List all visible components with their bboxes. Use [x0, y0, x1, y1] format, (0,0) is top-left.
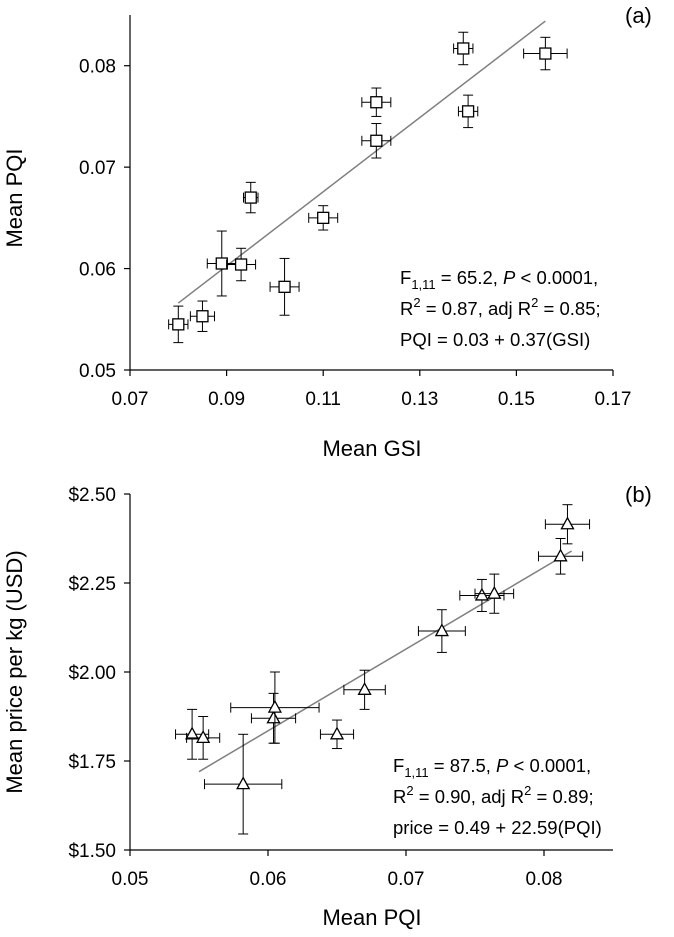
panel-b-data-point: [175, 708, 210, 760]
panel-b-data-point: [537, 538, 584, 575]
panel-a-y-tick-label: 0.05: [79, 361, 116, 382]
panel-b-y-tick-label: $2.00: [68, 663, 116, 684]
panel-b-stats-line1: F1,11 = 87.5, P < 0.0001,: [393, 755, 591, 780]
panel-b-y-tick-label: $2.25: [68, 574, 116, 595]
panel-a: 0.07 0.09 0.11 0.13 0.15 0.17 0.05 0.06 0.07 0.08…: [2, 3, 652, 461]
panel-b-x-axis-title: Mean PQI: [322, 905, 421, 930]
panel-a-x-tick-label: 0.13: [401, 389, 438, 410]
panel-b-data-point: [474, 573, 515, 614]
panel-a-data-point: [168, 305, 189, 344]
panel-a-stats-line1: F1,11 = 65.2, P < 0.0001,: [400, 267, 598, 292]
panel-a-x-axis-title: Mean GSI: [322, 436, 421, 461]
panel-b-triangle-marker: [196, 730, 211, 744]
panel-b-triangle-marker: [266, 710, 281, 724]
panel-b-data-point: [186, 716, 221, 760]
panel-b-x-tick-label: 0.08: [526, 869, 563, 890]
panel-b-triangle-marker: [487, 585, 502, 599]
panel-b-data-point: [250, 692, 297, 744]
panel-b-triangle-marker: [329, 726, 345, 740]
panel-a-square-marker: [215, 257, 228, 270]
panel-b-y-tick-label: $1.50: [68, 841, 116, 862]
panel-b-data-point: [319, 719, 355, 750]
panel-a-square-marker: [370, 96, 383, 109]
panel-b-data-point: [417, 609, 466, 653]
panel-a-stats-line3: PQI = 0.03 + 0.37(GSI): [400, 329, 590, 350]
panel-a-x-tick-label: 0.17: [595, 389, 632, 410]
panel-b: 0.05 0.06 0.07 0.08 $1.50 $1.75 $2.00 $2.25 $2.5…: [2, 482, 652, 930]
panel-a-y-tick-label: 0.06: [79, 260, 116, 281]
panel-a-trendline: [177, 20, 546, 304]
panel-a-square-marker: [457, 42, 470, 55]
panel-b-data-point: [544, 504, 591, 545]
panel-b-y-tick-label: $2.50: [68, 485, 116, 506]
panel-a-square-marker: [172, 318, 185, 331]
panel-a-square-marker: [278, 280, 291, 293]
panel-a-x-tick-label: 0.09: [208, 389, 245, 410]
panel-a-data-point: [243, 181, 259, 214]
panel-b-triangle-marker: [236, 776, 251, 790]
panel-a-data-point: [206, 230, 237, 297]
panel-a-y-tick-label: 0.07: [79, 158, 116, 179]
panel-a-square-marker: [539, 47, 552, 60]
panel-b-triangle-marker: [357, 681, 372, 695]
panel-b-triangle-marker: [185, 726, 200, 740]
panel-a-square-marker: [461, 105, 475, 118]
panel-a-data-point: [523, 36, 568, 71]
panel-a-data-point: [457, 94, 479, 129]
panel-a-data-point: [361, 87, 392, 117]
panel-b-data-point: [343, 669, 386, 710]
panel-b-triangle-marker: [267, 699, 282, 713]
panel-a-label: (a): [625, 3, 652, 28]
panel-b-stats-line2: R2 = 0.90, adj R2 = 0.89;: [393, 783, 594, 807]
panel-a-data-point: [189, 300, 216, 332]
panel-a-data-point: [453, 31, 474, 66]
panel-a-y-axis-title: Mean PQI: [2, 148, 27, 247]
panel-b-stats-line3: price = 0.49 + 22.59(PQI): [393, 817, 602, 838]
panel-b-triangle-marker: [474, 587, 489, 601]
panel-b-data-point: [204, 733, 283, 835]
panel-b-x-tick-label: 0.05: [112, 869, 149, 890]
panel-a-square-marker: [317, 211, 330, 225]
panel-a-data-point: [361, 123, 392, 159]
panel-b-y-tick-label: $1.75: [68, 752, 116, 773]
panel-a-x-tick-label: 0.07: [112, 389, 149, 410]
panel-b-x-tick-label: 0.06: [250, 869, 287, 890]
panel-a-stats-line2: R2 = 0.87, adj R2 = 0.85;: [400, 295, 601, 319]
panel-b-trendline: [198, 550, 572, 773]
panel-a-data-point: [226, 247, 257, 282]
panel-b-triangle-marker: [553, 548, 568, 562]
panel-b-x-tick-label: 0.07: [388, 869, 425, 890]
panel-a-data-point: [308, 205, 339, 231]
panel-a-square-marker: [196, 310, 209, 323]
panel-a-data-point: [269, 257, 300, 316]
panel-a-y-tick-label: 0.08: [79, 57, 116, 78]
panel-a-square-marker: [370, 134, 383, 147]
panel-a-x-tick-label: 0.11: [305, 389, 341, 410]
panel-b-triangle-marker: [434, 623, 449, 637]
panel-b-label: (b): [625, 482, 652, 507]
panel-a-x-tick-label: 0.15: [498, 389, 535, 410]
panel-a-stats-annotation: F1,11 = 65.2, P < 0.0001, R2 = 0.87, adj…: [400, 267, 601, 350]
panel-a-square-marker: [244, 191, 257, 204]
panel-b-y-axis-title: Mean price per kg (USD): [2, 550, 27, 793]
panel-b-stats-annotation: F1,11 = 87.5, P < 0.0001, R2 = 0.90, adj…: [393, 755, 602, 838]
panel-b-triangle-marker: [560, 516, 575, 530]
panel-a-square-marker: [234, 258, 248, 271]
panel-b-data-point: [230, 671, 320, 744]
